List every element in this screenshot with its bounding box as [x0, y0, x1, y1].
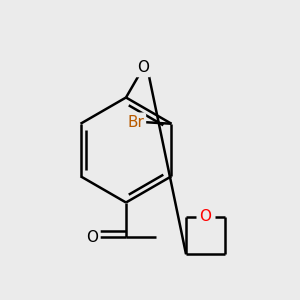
Text: Br: Br — [127, 115, 144, 130]
Text: O: O — [86, 230, 98, 244]
Text: O: O — [137, 60, 149, 75]
Text: O: O — [200, 209, 211, 224]
